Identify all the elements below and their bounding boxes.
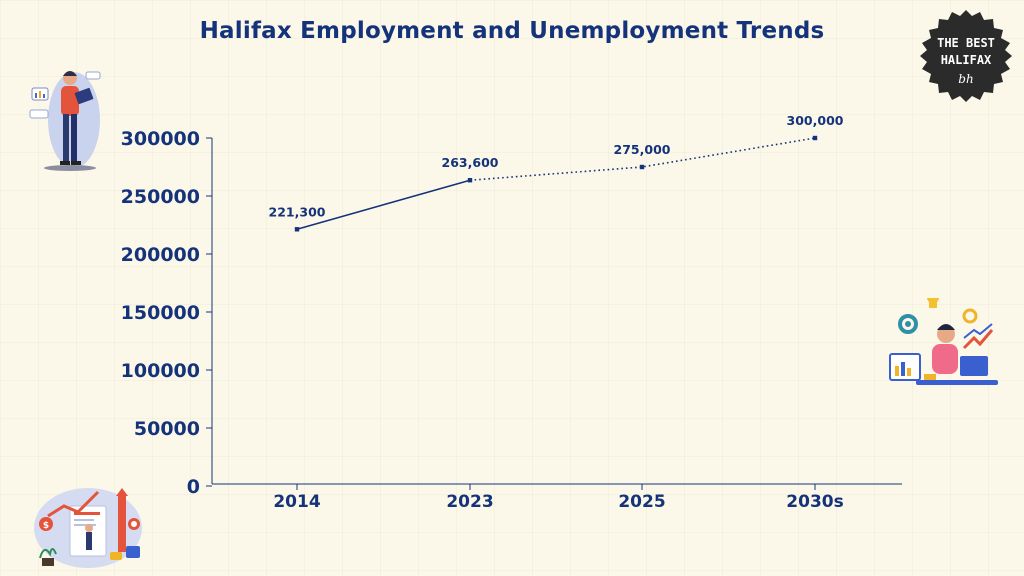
- y-tick-label: 50000: [134, 418, 200, 440]
- x-tick-label: 2023: [446, 492, 493, 512]
- data-label: 263,600: [442, 155, 499, 170]
- data-label: 275,000: [614, 142, 671, 157]
- x-axis: 2014 2023 2025 2030s: [212, 483, 902, 512]
- x-tick-label: 2030s: [786, 492, 843, 512]
- data-point: [294, 227, 300, 232]
- data-label: 300,000: [787, 113, 844, 128]
- data-point: [812, 135, 818, 141]
- series-points: 221,300 263,600 275,000 300,000: [269, 113, 844, 232]
- badge-seal-shape: [920, 10, 1012, 102]
- y-axis: 0 50000 100000 150000 200000 250000 300000: [121, 128, 213, 498]
- x-tick-label: 2014: [273, 492, 320, 512]
- badge-line1: THE BEST: [937, 36, 995, 50]
- data-label: 221,300: [269, 204, 326, 219]
- chart-title: Halifax Employment and Unemployment Tren…: [199, 18, 825, 44]
- y-tick-label: 300000: [121, 128, 200, 150]
- series-line-solid: [296, 179, 471, 231]
- data-point: [467, 178, 473, 183]
- y-tick-label: 200000: [121, 244, 200, 266]
- x-tick-label: 2025: [618, 492, 665, 512]
- y-tick-label: 0: [187, 476, 200, 498]
- badge-line2: HALIFAX: [941, 53, 992, 67]
- data-point: [639, 164, 645, 170]
- person-at-laptop-analytics-icon: [889, 298, 998, 385]
- person-with-tablet-icon: [29, 71, 101, 171]
- series-lines: [296, 137, 816, 231]
- y-tick-label: 150000: [121, 302, 200, 324]
- svg-text:$: $: [43, 521, 49, 531]
- y-tick-label: 100000: [121, 360, 200, 382]
- badge-mark: bh: [958, 72, 973, 86]
- y-tick-label: 250000: [121, 186, 200, 208]
- business-growth-finance-icon: $: [34, 488, 142, 568]
- the-best-halifax-badge: THE BEST HALIFAX bh: [920, 10, 1012, 102]
